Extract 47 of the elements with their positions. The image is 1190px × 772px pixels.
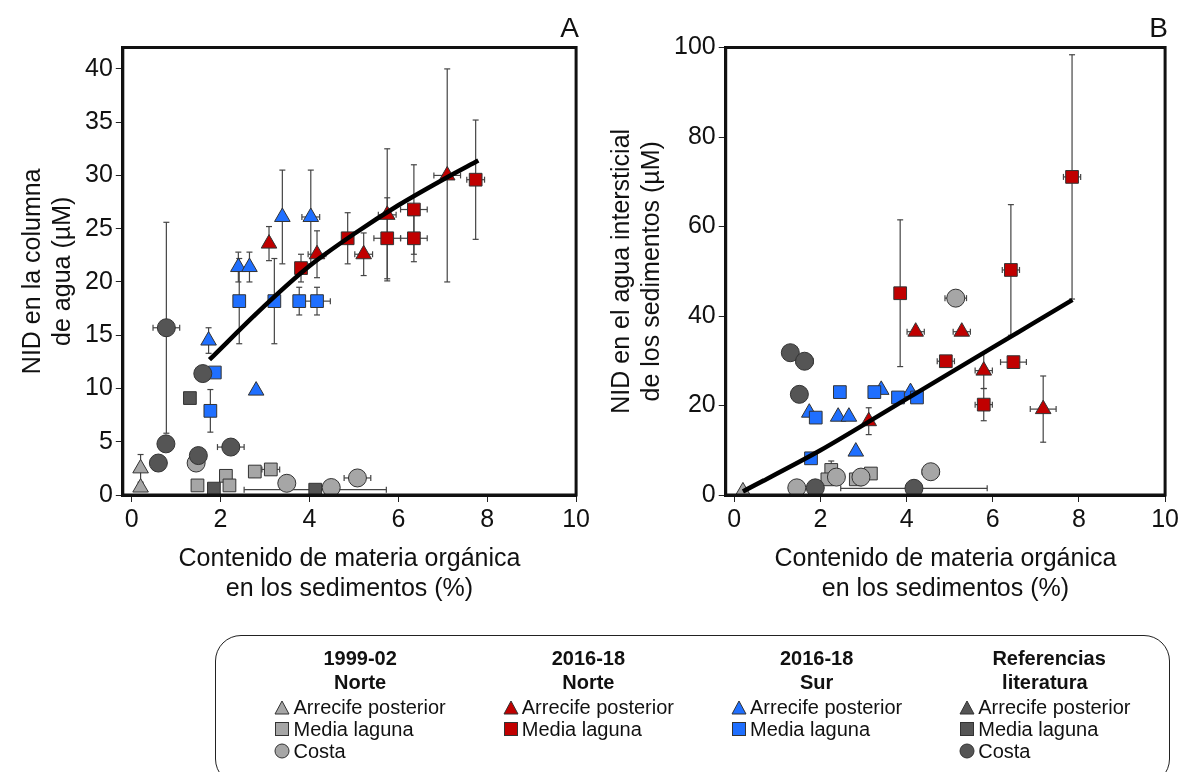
legend-label: Media laguna: [520, 718, 643, 740]
y-tick-label: 5: [98, 425, 113, 454]
chart-title: B: [1149, 11, 1168, 43]
legend-label: Costa: [977, 740, 1032, 762]
chart-title: A: [560, 11, 580, 43]
x-tick-label: 4: [302, 503, 317, 532]
y-axis-title: NID en la columna de agua (µM): [16, 168, 75, 375]
y-tick-label: 0: [701, 478, 716, 507]
y-tick-label: 40: [687, 299, 716, 328]
y-tick-label: 35: [85, 106, 113, 135]
y-tick-label: 0: [98, 478, 113, 507]
y-axis-title: NID en el agua intersticial de los sedimentos (µM): [605, 128, 664, 414]
text: Referencias literatura: [992, 646, 1106, 694]
x-axis-title: Contenido de materia orgánica en los sedimentos (%): [774, 542, 1117, 601]
text: 1999-02 Norte: [322, 646, 398, 694]
y-tick-label: 100: [673, 31, 716, 60]
x-tick-label: 2: [813, 503, 828, 532]
legend-label: Arrecife posterior: [520, 696, 675, 718]
y-tick-label: 30: [85, 159, 113, 188]
y-tick-label: 25: [85, 212, 113, 241]
legend-label: Media laguna: [977, 718, 1100, 740]
y-tick-label: 80: [687, 120, 716, 149]
x-tick-label: 8: [1071, 503, 1086, 532]
x-tick-label: 6: [391, 503, 406, 532]
y-tick-label: 20: [85, 265, 113, 294]
x-tick-label: 0: [727, 503, 742, 532]
legend-label: Arrecife posterior: [292, 696, 446, 718]
text: 2016-18 Norte: [550, 646, 627, 694]
text: 2016-18 Sur: [778, 646, 855, 694]
y-tick-label: 10: [85, 372, 113, 401]
legend-label: Media laguna: [292, 718, 415, 740]
x-tick-label: 8: [480, 503, 495, 532]
x-tick-label: 10: [1151, 503, 1179, 532]
x-tick-label: 2: [213, 503, 228, 532]
x-tick-label: 10: [562, 503, 590, 532]
x-tick-label: 6: [985, 503, 1000, 532]
x-tick-label: 4: [899, 503, 914, 532]
y-tick-label: 60: [687, 210, 716, 239]
legend-label: Media laguna: [749, 718, 872, 740]
x-tick-label: 0: [124, 503, 139, 532]
legend-label: Costa: [292, 740, 347, 762]
legend-label: Arrecife posterior: [749, 696, 903, 718]
x-axis-title: Contenido de materia orgánica en los sedimentos (%): [178, 542, 521, 601]
y-tick-label: 20: [687, 389, 716, 418]
legend-label: Arrecife posterior: [977, 696, 1131, 718]
y-tick-label: 40: [85, 52, 113, 81]
y-tick-label: 15: [85, 319, 113, 348]
